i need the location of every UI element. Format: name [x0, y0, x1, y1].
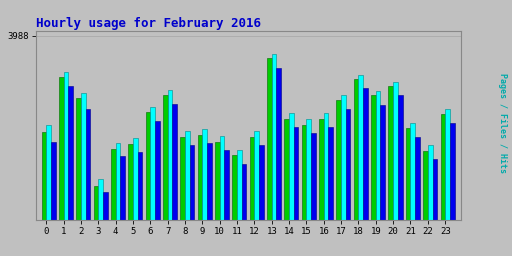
Bar: [145, 112, 151, 220]
Bar: [163, 95, 167, 220]
Bar: [276, 68, 281, 220]
Bar: [155, 121, 160, 220]
Bar: [120, 156, 125, 220]
Bar: [242, 164, 246, 220]
Bar: [237, 150, 242, 220]
Bar: [173, 104, 177, 220]
Bar: [406, 128, 411, 220]
Bar: [220, 136, 224, 220]
Bar: [289, 113, 294, 220]
Bar: [433, 159, 437, 220]
Bar: [250, 137, 254, 220]
Bar: [81, 93, 86, 220]
Bar: [341, 95, 346, 220]
Bar: [76, 98, 81, 220]
Bar: [51, 142, 56, 220]
Bar: [393, 82, 398, 220]
Bar: [103, 193, 108, 220]
Bar: [41, 132, 46, 220]
Bar: [198, 135, 202, 220]
Bar: [380, 105, 385, 220]
Bar: [294, 127, 298, 220]
Bar: [254, 131, 259, 220]
Bar: [215, 142, 220, 220]
Text: Pages / Files / Hits: Pages / Files / Hits: [498, 73, 507, 173]
Bar: [189, 145, 195, 220]
Bar: [319, 119, 324, 220]
Text: Hourly usage for February 2016: Hourly usage for February 2016: [36, 17, 261, 29]
Bar: [324, 113, 329, 220]
Bar: [207, 143, 212, 220]
Bar: [389, 86, 393, 220]
Bar: [329, 127, 333, 220]
Bar: [440, 114, 445, 220]
Bar: [46, 125, 51, 220]
Bar: [111, 148, 116, 220]
Bar: [185, 131, 189, 220]
Bar: [151, 107, 155, 220]
Bar: [423, 151, 428, 220]
Bar: [94, 186, 98, 220]
Bar: [259, 145, 264, 220]
Bar: [133, 138, 138, 220]
Bar: [415, 137, 420, 220]
Bar: [398, 95, 402, 220]
Bar: [371, 95, 376, 220]
Bar: [363, 89, 368, 220]
Bar: [272, 54, 276, 220]
Bar: [63, 72, 68, 220]
Bar: [232, 155, 237, 220]
Bar: [224, 150, 229, 220]
Bar: [267, 58, 272, 220]
Bar: [376, 91, 380, 220]
Bar: [428, 145, 433, 220]
Bar: [202, 129, 207, 220]
Bar: [116, 143, 120, 220]
Bar: [284, 119, 289, 220]
Bar: [450, 123, 455, 220]
Bar: [167, 90, 173, 220]
Bar: [346, 109, 351, 220]
Bar: [411, 123, 415, 220]
Bar: [98, 179, 103, 220]
Bar: [59, 77, 63, 220]
Bar: [129, 144, 133, 220]
Bar: [68, 86, 73, 220]
Bar: [445, 109, 450, 220]
Bar: [336, 100, 341, 220]
Bar: [86, 109, 90, 220]
Bar: [302, 125, 306, 220]
Bar: [311, 133, 316, 220]
Bar: [358, 74, 363, 220]
Bar: [138, 152, 142, 220]
Bar: [180, 137, 185, 220]
Bar: [306, 120, 311, 220]
Bar: [354, 79, 358, 220]
